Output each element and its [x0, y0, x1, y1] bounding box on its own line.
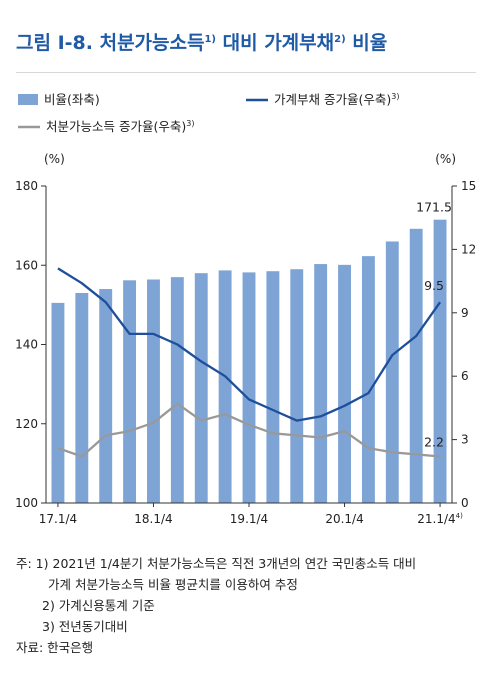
title-divider: [16, 72, 476, 73]
x-tick-label-18.1/4: 18.1/4: [134, 512, 172, 526]
x-tick-label-20.1/4: 20.1/4: [325, 512, 363, 526]
bar-ratio-20.3/4: [385, 241, 399, 503]
left-tick-label-160: 160: [15, 258, 38, 272]
right-tick-label-15: 15: [461, 179, 476, 193]
chart: 비율(좌축) 가계부채 증가율(우축)3) 처분가능소득 증가율(우축)3) (%) (…: [15, 92, 476, 526]
figure-title: 그림 Ⅰ-8. 처분가능소득1) 대비 가계부채2) 비율: [16, 28, 387, 55]
title-superscript-1: 1): [204, 34, 216, 45]
footnote-1-line-1: 주: 1) 2021년 1/4분기 처분가능소득은 직전 3개년의 연간 국민총…: [16, 556, 417, 571]
source-note: 자료: 한국은행: [16, 640, 94, 655]
bar-ratio-18.2/4: [170, 277, 184, 503]
bar-ratio-20.4/4: [409, 228, 423, 504]
legend-bar-swatch: [18, 94, 38, 105]
title-main: 그림 Ⅰ-8. 처분가능소득: [16, 32, 205, 54]
title-superscript-2: 2): [334, 34, 346, 45]
data-label-ratio-last: 171.5: [416, 200, 452, 215]
bar-ratio-18.3/4: [194, 273, 208, 503]
right-tick-label-9: 9: [461, 306, 469, 320]
left-tick-label-180: 180: [15, 179, 38, 193]
bar-ratio-20.1/4: [338, 264, 351, 503]
bar-ratio-19.3/4: [290, 269, 304, 503]
bar-ratio-21.1/4: [433, 219, 447, 503]
footnote-3: 3) 전년동기대비: [42, 619, 128, 634]
line-income-growth: [57, 402, 441, 458]
bar-ratio-18.1/4: [147, 279, 160, 503]
bar-ratio-18.4/4: [218, 270, 232, 503]
right-tick-label-12: 12: [461, 242, 476, 256]
data-label-income-growth-last: 2.2: [424, 435, 444, 450]
data-label-debt-growth-last: 9.5: [424, 278, 444, 293]
x-tick-label-21.1/4: 21.1/44): [417, 512, 463, 526]
x-tick-label-19.1/4: 19.1/4: [230, 512, 268, 526]
right-tick-label-0: 0: [461, 496, 469, 510]
title-middle: 대비 가계부채: [216, 32, 335, 54]
legend-label-ratio: 비율(좌축): [44, 92, 100, 107]
right-tick-label-3: 3: [461, 433, 469, 447]
footnote-1-line-2: 가계 처분가능소득 비율 평균치를 이용하여 추정: [48, 577, 298, 592]
bar-ratio-17.3/4: [99, 289, 113, 503]
x-tick-label-17.1/4: 17.1/4: [39, 512, 77, 526]
left-tick-label-100: 100: [15, 496, 38, 510]
footnotes: 주: 1) 2021년 1/4분기 처분가능소득은 직전 3개년의 연간 국민총…: [16, 553, 416, 658]
left-tick-label-140: 140: [15, 338, 38, 352]
bar-ratio-17.4/4: [123, 280, 137, 503]
bar-ratio-19.2/4: [266, 271, 280, 503]
right-tick-label-6: 6: [461, 369, 469, 383]
legend-label-debt-growth: 가계부채 증가율(우축)3): [274, 92, 399, 107]
bar-ratio-17.2/4: [75, 292, 89, 503]
bar-ratio-19.4/4: [314, 264, 328, 503]
footnote-2: 2) 가계신용통계 기준: [42, 598, 155, 613]
title-end: 비율: [345, 32, 388, 54]
bar-ratio-19.1/4: [242, 272, 256, 503]
right-axis-unit: (%): [435, 152, 456, 166]
left-tick-label-120: 120: [15, 417, 38, 431]
left-axis-unit: (%): [44, 152, 65, 166]
bar-ratio-17.1/4: [51, 302, 65, 503]
legend-label-income-growth: 처분가능소득 증가율(우축)3): [46, 119, 194, 134]
line-debt-growth: [57, 267, 442, 422]
bar-ratio-20.2/4: [361, 256, 375, 503]
